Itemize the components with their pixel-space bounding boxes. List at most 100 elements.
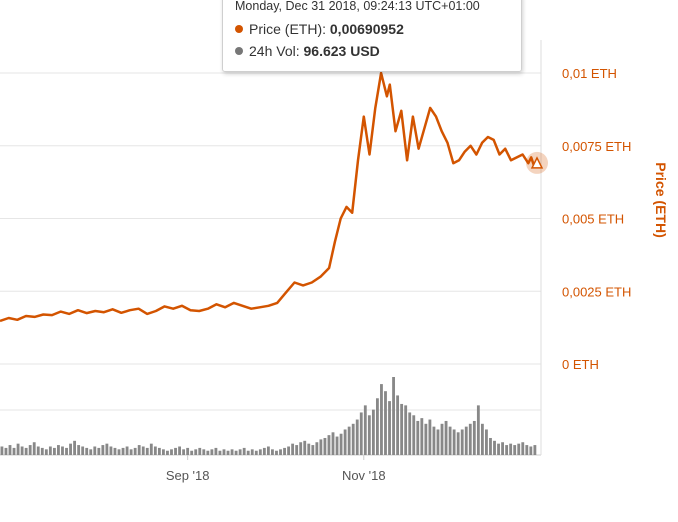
hover-marker-point [530, 156, 544, 169]
volume-bar [464, 426, 468, 455]
volume-bar [226, 450, 230, 455]
volume-bar [363, 405, 367, 455]
volume-bar [521, 442, 525, 455]
volume-bar [299, 442, 303, 455]
y-tick-label: 0,0025 ETH [562, 284, 631, 299]
volume-bar [275, 450, 278, 455]
volume-bar [8, 445, 12, 455]
volume-bar [335, 436, 339, 455]
tooltip-header: Monday, Dec 31 2018, 09:24:13 UTC+01:00 [235, 0, 480, 13]
volume-bar [121, 447, 125, 455]
volume-bar [428, 419, 432, 455]
volume-bar [77, 445, 81, 455]
volume-bar [375, 398, 379, 455]
volume-bar [202, 449, 206, 455]
volume-bar [468, 423, 472, 455]
volume-bar [89, 449, 93, 455]
volume-bar [149, 443, 153, 455]
volume-bar [396, 395, 400, 455]
volume-bar [448, 426, 452, 455]
volume-bar [311, 445, 315, 455]
volume-bar [206, 450, 210, 455]
volume-bar [250, 449, 254, 455]
volume-bar [513, 445, 517, 455]
volume-bar [420, 418, 424, 455]
volume-bar [182, 449, 186, 455]
volume-bar [452, 429, 456, 455]
price-line-layer [0, 71, 538, 323]
volume-bar [65, 447, 68, 455]
volume-bar [367, 415, 371, 455]
volume-bar [303, 440, 307, 455]
volume-bar [517, 443, 521, 455]
volume-bar [331, 432, 335, 455]
volume-bar [291, 443, 295, 455]
volume-bar [166, 450, 169, 455]
y-tick-label: 0,01 ETH [562, 66, 617, 81]
volume-bar [295, 445, 299, 455]
volume-bar [371, 409, 375, 455]
volume-bar [355, 419, 359, 455]
tooltip-volume-value: 96.623 USD [303, 43, 380, 59]
volume-bar [214, 447, 218, 455]
y-axis-ticks: 0 ETH 0,0025 ETH 0,005 ETH 0,0075 ETH 0,01 E… [562, 66, 631, 372]
volume-bar [472, 420, 476, 455]
volume-bar [145, 447, 149, 455]
volume-bar [93, 446, 97, 455]
volume-bar [178, 446, 181, 455]
tooltip-row-price: Price (ETH): 0,00690952 [235, 21, 404, 37]
volume-bar [493, 440, 496, 455]
volume-bar [44, 449, 48, 455]
volume-bar [190, 450, 194, 455]
volume-bar [404, 405, 408, 455]
volume-bar [137, 445, 141, 455]
price-series-dot [235, 25, 243, 33]
volume-bar [436, 429, 440, 455]
volume-bar [440, 423, 444, 455]
volume-bar [283, 447, 286, 455]
volume-bar [32, 442, 36, 455]
x-tick-label: Sep '18 [166, 468, 210, 483]
volume-bar [174, 447, 177, 455]
volume-bar [412, 415, 416, 455]
volume-bar [489, 437, 492, 455]
y-tick-label: 0,005 ETH [562, 212, 624, 227]
tooltip-price-value: 0,00690952 [329, 21, 404, 37]
volume-bar [279, 449, 282, 455]
volume-bar [509, 443, 513, 455]
volume-bar [133, 447, 137, 455]
tooltip-price-label: Price (ETH): [249, 21, 326, 37]
volume-bar [0, 446, 4, 455]
volume-bar [242, 447, 246, 455]
volume-bar [347, 426, 351, 455]
volume-bar [12, 447, 16, 455]
volume-bar [105, 443, 109, 455]
volume-bar [117, 449, 121, 455]
y-axis-label: Price (ETH) [653, 162, 669, 237]
volume-bar [505, 445, 509, 455]
volume-bar [271, 449, 274, 455]
volume-bar [444, 420, 448, 455]
volume-bar [323, 437, 327, 455]
volume-bar [230, 449, 234, 455]
volume-bar [246, 450, 250, 455]
volume-bar [460, 429, 464, 455]
tooltip-row-volume: 24h Vol: 96.623 USD [235, 43, 380, 59]
volume-bar [529, 446, 533, 455]
volume-bar [81, 446, 85, 455]
volume-bar [287, 446, 291, 455]
volume-bar [359, 412, 363, 455]
volume-bar [319, 439, 323, 455]
volume-bar [380, 384, 383, 455]
volume-bar [48, 446, 52, 455]
volume-bar [113, 447, 117, 455]
volume-bar [194, 449, 198, 455]
grid-lines [0, 40, 542, 456]
hover-marker [526, 151, 548, 174]
volume-bar [307, 443, 311, 455]
volume-bar [52, 447, 56, 455]
volume-bar [16, 443, 20, 455]
volume-bar [327, 435, 331, 455]
volume-bar [384, 391, 387, 455]
y-tick-label: 0,0075 ETH [562, 139, 631, 154]
